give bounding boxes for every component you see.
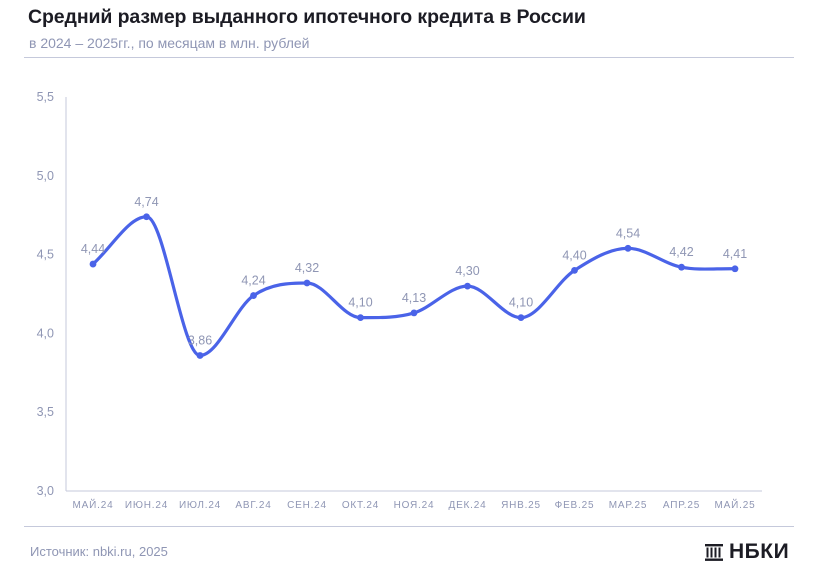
data-label: 4,32	[295, 261, 319, 275]
data-point	[624, 244, 632, 252]
data-point	[571, 266, 578, 274]
x-tick-label: ЯНВ.25	[501, 500, 541, 511]
data-point	[303, 279, 311, 287]
x-tick-label: ИЮН.24	[125, 500, 168, 511]
data-point	[196, 352, 204, 359]
y-tick-label: 3,0	[37, 484, 54, 498]
data-point	[250, 292, 257, 299]
x-tick-label: МАЙ.24	[73, 498, 114, 511]
data-label: 4,44	[81, 242, 105, 256]
data-label: 4,13	[402, 291, 426, 305]
logo-text: НБКИ	[729, 540, 790, 563]
data-label: 4,54	[616, 226, 640, 240]
series-line	[91, 215, 737, 358]
bottom-divider	[24, 526, 794, 527]
x-tick-label: ИЮЛ.24	[179, 500, 221, 511]
nbki-logo: НБКИ	[704, 540, 789, 564]
top-divider	[24, 57, 794, 58]
data-point	[517, 314, 525, 322]
x-tick-label: ОКТ.24	[342, 500, 379, 511]
y-tick-label: 4,0	[37, 326, 54, 340]
chart-title: Средний размер выданного ипотечного кред…	[28, 6, 586, 28]
data-label: 4,24	[241, 274, 265, 288]
data-point	[89, 260, 97, 268]
x-tick-label: МАЙ.25	[715, 498, 756, 511]
data-label: 4,42	[669, 245, 693, 259]
data-label: 4,10	[348, 296, 372, 310]
x-tick-label: НОЯ.24	[394, 500, 435, 511]
x-tick-label: ФЕВ.25	[555, 500, 595, 511]
y-tick-label: 4,5	[37, 248, 54, 262]
data-point	[410, 309, 418, 317]
data-point	[731, 265, 739, 273]
y-tick-label: 5,5	[37, 90, 54, 104]
data-point	[143, 213, 150, 221]
y-tick-label: 3,5	[37, 405, 54, 419]
x-tick-label: АПР.25	[663, 500, 700, 511]
x-tick-label: ДЕК.24	[449, 500, 487, 511]
data-label: 4,30	[455, 264, 479, 278]
data-point	[464, 282, 471, 290]
data-label: 4,41	[723, 247, 747, 261]
x-tick-label: АВГ.24	[235, 500, 271, 511]
data-point	[678, 263, 685, 271]
data-label: 4,10	[509, 296, 533, 310]
y-tick-label: 5,0	[37, 169, 54, 183]
chart-subtitle: в 2024 – 2025гг., по месяцам в млн. рубл…	[29, 35, 310, 51]
data-label: 4,74	[134, 195, 158, 209]
x-tick-label: СЕН.24	[287, 500, 327, 511]
data-label: 3,86	[188, 333, 212, 347]
source-note: Источник: nbki.ru, 2025	[30, 544, 168, 559]
data-label: 4,40	[562, 248, 586, 262]
data-point	[357, 314, 364, 322]
x-tick-label: МАР.25	[609, 500, 647, 511]
columns-building-icon	[705, 544, 723, 561]
